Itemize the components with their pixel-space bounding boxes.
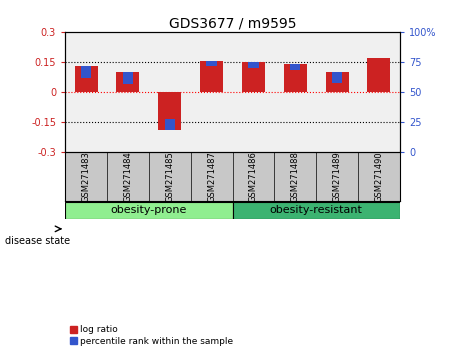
Bar — [200, 61, 223, 92]
Text: GSM271485: GSM271485 — [165, 151, 174, 202]
Bar — [206, 61, 217, 65]
Text: GSM271488: GSM271488 — [291, 151, 300, 202]
Bar — [248, 62, 259, 68]
Bar — [326, 72, 349, 92]
Text: GSM271483: GSM271483 — [81, 151, 91, 202]
Bar — [284, 64, 307, 92]
Bar — [232, 202, 400, 218]
Bar — [123, 72, 133, 84]
Bar — [290, 64, 300, 70]
Text: GSM271490: GSM271490 — [374, 151, 384, 202]
Text: GSM271484: GSM271484 — [123, 151, 133, 202]
Bar — [332, 72, 342, 82]
Bar — [65, 202, 232, 218]
Bar — [165, 119, 175, 130]
Bar — [81, 66, 91, 78]
Text: obesity-prone: obesity-prone — [111, 205, 187, 215]
Text: GSM271487: GSM271487 — [207, 151, 216, 202]
Legend: log ratio, percentile rank within the sample: log ratio, percentile rank within the sa… — [70, 325, 233, 346]
Bar — [242, 62, 265, 92]
Bar — [116, 72, 140, 92]
Text: GSM271486: GSM271486 — [249, 151, 258, 202]
Bar — [158, 92, 181, 130]
Text: obesity-resistant: obesity-resistant — [270, 205, 363, 215]
Text: disease state: disease state — [5, 236, 70, 246]
Bar — [367, 58, 391, 92]
Bar — [74, 66, 98, 92]
Title: GDS3677 / m9595: GDS3677 / m9595 — [169, 17, 296, 31]
Text: GSM271489: GSM271489 — [332, 151, 342, 202]
